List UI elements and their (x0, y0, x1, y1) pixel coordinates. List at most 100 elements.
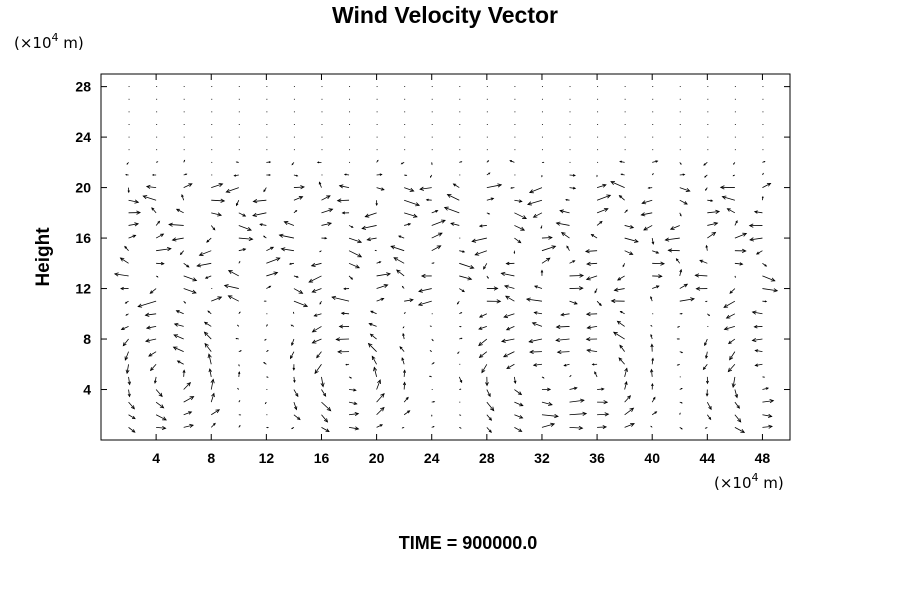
wind-vector (569, 398, 585, 403)
wind-vector (679, 312, 683, 315)
wind-vector (459, 161, 463, 163)
wind-vector (343, 173, 350, 176)
wind-vector (119, 257, 129, 264)
wind-vector (651, 357, 655, 365)
wind-vector (486, 275, 489, 279)
wind-vector (266, 376, 269, 378)
wind-vector (541, 174, 543, 178)
vector-field (113, 86, 779, 433)
wind-vector (320, 376, 325, 388)
wind-vector (145, 325, 157, 330)
wind-vector (264, 401, 267, 405)
wind-vector (319, 300, 322, 305)
wind-vector (266, 173, 271, 177)
wind-vector (514, 401, 524, 407)
wind-vector (478, 338, 488, 347)
wind-vector (556, 349, 570, 355)
wind-vector (528, 338, 543, 344)
wind-vector (532, 212, 543, 218)
wind-vector (651, 411, 658, 416)
wind-vector (210, 225, 216, 231)
wind-vector (533, 311, 543, 315)
y-unit-base: (×10 (14, 34, 52, 52)
wind-vector (610, 298, 625, 304)
wind-vector (505, 295, 515, 302)
wind-vector (459, 427, 462, 429)
wind-vector (667, 248, 680, 253)
wind-vector (396, 269, 405, 277)
wind-vector (348, 412, 360, 416)
wind-vector (124, 351, 129, 361)
wind-vector (624, 407, 635, 416)
wind-vector (211, 212, 223, 217)
wind-vector (127, 187, 130, 194)
wind-vector (459, 288, 465, 293)
wind-vector (203, 331, 212, 340)
wind-vector (238, 311, 241, 315)
wind-vector (531, 322, 543, 327)
wind-vector (308, 275, 322, 283)
wind-vector (419, 186, 432, 191)
wind-vector (376, 159, 379, 163)
wind-vector (679, 187, 691, 192)
wind-vector (569, 174, 576, 177)
wind-vector (264, 338, 267, 341)
wind-vector (450, 222, 460, 226)
wind-vector (238, 364, 240, 367)
wind-vector (319, 250, 322, 253)
wind-vector (749, 237, 763, 242)
wind-vector (694, 273, 708, 278)
wind-vector (237, 371, 241, 377)
wind-vector (337, 349, 350, 354)
wind-vector (172, 346, 184, 353)
wind-vector (142, 195, 157, 201)
wind-vector (486, 414, 493, 421)
wind-vector (293, 196, 304, 201)
wind-vector (679, 173, 686, 176)
wind-vector (292, 311, 295, 314)
wind-vector (650, 425, 653, 428)
wind-vector (762, 262, 768, 267)
wind-vector (762, 161, 766, 163)
wind-vector (541, 376, 545, 379)
wind-vector (569, 273, 585, 278)
wind-vector (206, 237, 212, 243)
wind-vector (128, 401, 135, 410)
wind-vector (376, 187, 385, 191)
wind-vector (128, 234, 137, 239)
x-tick-label: 12 (259, 450, 275, 466)
wind-vector (376, 272, 391, 277)
wind-vector (293, 389, 299, 398)
wind-vector (541, 161, 545, 164)
wind-vector (733, 162, 736, 165)
wind-vector (762, 413, 773, 418)
wind-vector (210, 378, 215, 390)
wind-vector (734, 427, 746, 433)
wind-vector (729, 351, 736, 361)
wind-vector (348, 250, 363, 258)
wind-vector (263, 361, 267, 365)
wind-vector (624, 367, 628, 377)
wind-vector (624, 250, 634, 255)
wind-vector (762, 288, 779, 293)
wind-vector (278, 233, 295, 239)
wind-vector (204, 275, 212, 279)
wind-vector (734, 220, 738, 226)
wind-vector (762, 398, 775, 404)
wind-vector (293, 275, 299, 278)
wind-vector (428, 375, 432, 378)
wind-vector (153, 376, 157, 384)
wind-vector (283, 221, 295, 226)
y-unit-suffix: m) (59, 34, 84, 52)
wind-vector (238, 350, 242, 353)
wind-vector (486, 212, 491, 215)
y-tick-label: 8 (83, 331, 91, 347)
wind-vector (704, 300, 708, 303)
wind-vector (252, 199, 267, 204)
wind-vector (128, 427, 136, 433)
wind-vector (676, 363, 680, 366)
wind-vector (751, 310, 763, 315)
wind-vector (569, 425, 584, 431)
wind-vector (566, 245, 570, 251)
wind-vector (596, 220, 603, 226)
